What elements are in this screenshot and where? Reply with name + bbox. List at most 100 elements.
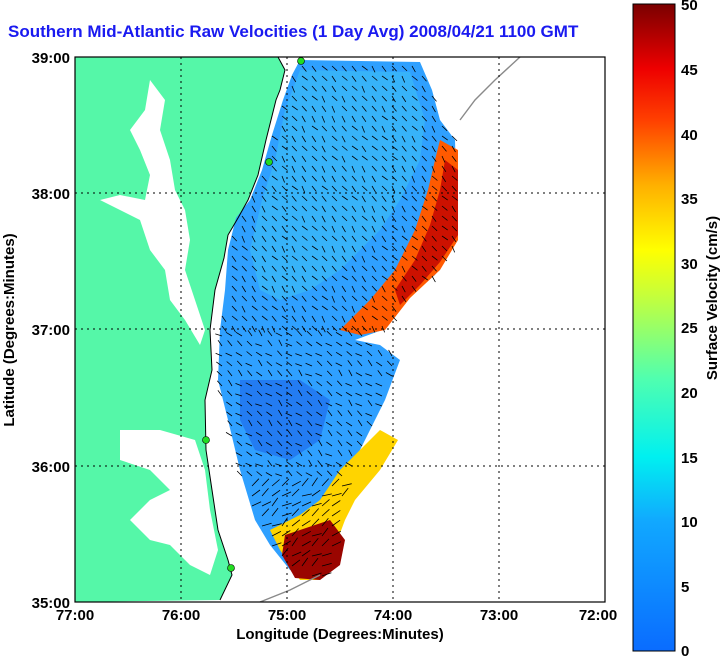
velocity-arrow: [321, 205, 326, 213]
velocity-arrow: [301, 501, 312, 507]
velocity-arrow: [381, 65, 387, 72]
velocity-arrow: [261, 255, 266, 263]
velocity-arrow: [271, 195, 278, 201]
velocity-arrow: [341, 275, 349, 281]
velocity-arrow: [316, 411, 323, 417]
velocity-arrow: [291, 275, 297, 282]
velocity-arrow: [431, 125, 436, 133]
velocity-arrow: [321, 125, 328, 132]
velocity-arrow: [311, 305, 319, 311]
velocity-arrow: [301, 65, 307, 72]
velocity-arrow: [275, 382, 283, 387]
velocity-arrow: [281, 155, 286, 163]
station-marker: [297, 57, 305, 65]
velocity-arrow: [311, 265, 318, 272]
velocity-arrow: [421, 135, 428, 141]
velocity-arrow: [331, 75, 337, 83]
velocity-arrow: [306, 341, 313, 347]
velocity-arrow: [261, 478, 270, 487]
velocity-arrow: [291, 185, 298, 191]
velocity-arrow: [277, 440, 283, 447]
velocity-arrow: [431, 225, 438, 232]
velocity-arrow: [257, 380, 263, 387]
velocity-arrow: [268, 419, 273, 427]
velocity-arrow: [311, 195, 317, 202]
velocity-arrow: [246, 340, 253, 347]
velocity-arrow: [441, 145, 447, 152]
velocity-arrow: [321, 155, 328, 162]
velocity-arrow: [321, 315, 326, 323]
velocity-arrow: [301, 275, 306, 283]
velocity-arrow: [241, 235, 245, 243]
velocity-arrow: [341, 225, 346, 233]
velocity-arrow: [291, 488, 300, 497]
velocity-arrow: [215, 352, 223, 357]
velocity-arrow: [411, 245, 418, 251]
velocity-arrow: [391, 125, 397, 132]
velocity-arrow: [256, 371, 263, 377]
velocity-arrow: [401, 65, 408, 72]
velocity-arrow: [287, 470, 293, 477]
velocity-arrow: [401, 215, 408, 222]
velocity-arrow: [231, 305, 237, 312]
velocity-arrow: [421, 205, 428, 211]
velocity-arrow: [281, 305, 286, 313]
chesapeake-bay: [100, 80, 205, 345]
velocity-arrow: [365, 373, 373, 377]
velocity-arrow: [267, 330, 273, 337]
velocity-arrow: [311, 255, 318, 261]
velocity-arrow: [347, 330, 353, 337]
velocity-arrow: [291, 75, 297, 83]
velocity-arrow: [326, 370, 333, 377]
velocity-arrow: [261, 315, 268, 321]
velocity-arrow: [271, 531, 282, 537]
velocity-arrow: [341, 65, 347, 72]
velocity-arrow: [411, 235, 419, 241]
velocity-arrow: [301, 95, 308, 102]
velocity-arrow: [271, 155, 278, 162]
velocity-arrow: [391, 175, 398, 182]
velocity-arrow: [411, 165, 416, 173]
velocity-arrow: [287, 379, 293, 387]
velocity-arrow: [315, 341, 323, 347]
velocity-arrow: [381, 135, 388, 141]
velocity-arrow: [331, 235, 338, 241]
velocity-arrow: [317, 460, 323, 467]
velocity-arrow: [327, 429, 333, 437]
velocity-arrow: [255, 403, 263, 407]
velocity-arrow: [235, 452, 243, 457]
velocity-arrow: [331, 155, 338, 161]
velocity-arrow: [451, 215, 457, 222]
velocity-arrow: [361, 135, 368, 141]
velocity-arrow: [251, 325, 256, 333]
velocity-arrow: [421, 195, 428, 201]
velocity-arrow: [251, 255, 257, 263]
velocity-arrow: [375, 361, 383, 367]
velocity-arrow: [291, 155, 296, 163]
velocity-arrow: [291, 295, 298, 301]
velocity-arrow: [351, 215, 357, 222]
velocity-arrow: [291, 519, 301, 527]
velocity-arrow: [275, 362, 283, 367]
velocity-arrow: [401, 115, 408, 122]
velocity-arrow: [281, 205, 287, 212]
velocity-arrow: [411, 115, 418, 121]
velocity-arrow: [331, 145, 338, 151]
velocity-arrow: [441, 235, 449, 241]
velocity-arrow: [451, 235, 457, 243]
velocity-arrow: [281, 105, 288, 111]
velocity-arrow: [311, 205, 318, 211]
velocity-arrow: [291, 175, 297, 182]
velocity-arrow: [238, 369, 243, 377]
velocity-arrow: [251, 265, 258, 272]
velocity-arrow: [351, 255, 357, 262]
velocity-arrow: [311, 537, 319, 547]
velocity-arrow: [311, 105, 317, 113]
velocity-arrow: [261, 265, 266, 273]
velocity-arrow: [326, 330, 333, 337]
velocity-arrow: [331, 105, 336, 113]
velocity-arrow: [271, 235, 277, 242]
velocity-arrow: [301, 115, 306, 123]
velocity-arrow: [251, 305, 258, 311]
velocity-arrow: [311, 165, 317, 172]
